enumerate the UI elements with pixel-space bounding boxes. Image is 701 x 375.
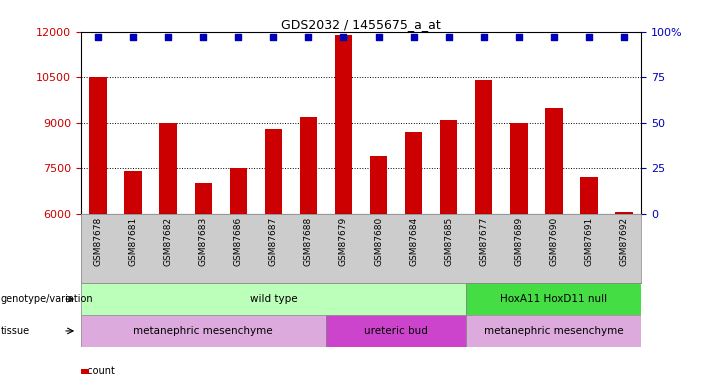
Bar bbox=[370, 156, 387, 214]
Text: GSM87682: GSM87682 bbox=[164, 217, 172, 266]
Point bbox=[163, 34, 174, 40]
Text: GSM87678: GSM87678 bbox=[94, 217, 102, 267]
Point bbox=[618, 34, 629, 40]
Text: GSM87680: GSM87680 bbox=[374, 217, 383, 267]
Bar bbox=[326, 315, 466, 347]
Bar bbox=[335, 35, 353, 214]
Bar bbox=[81, 369, 89, 374]
Text: GSM87685: GSM87685 bbox=[444, 217, 453, 267]
Point bbox=[583, 34, 594, 40]
Text: count: count bbox=[81, 366, 114, 375]
Bar bbox=[125, 171, 142, 214]
Bar bbox=[615, 212, 633, 214]
Text: GSM87690: GSM87690 bbox=[550, 217, 558, 267]
Point bbox=[303, 34, 314, 40]
Text: GSM87686: GSM87686 bbox=[234, 217, 243, 267]
Text: HoxA11 HoxD11 null: HoxA11 HoxD11 null bbox=[501, 294, 607, 304]
Text: GSM87689: GSM87689 bbox=[515, 217, 523, 267]
Text: GSM87681: GSM87681 bbox=[129, 217, 137, 267]
Bar bbox=[405, 132, 423, 214]
Bar bbox=[475, 80, 492, 214]
Bar bbox=[545, 108, 562, 214]
Bar bbox=[195, 183, 212, 214]
Bar bbox=[300, 117, 317, 214]
Text: GSM87683: GSM87683 bbox=[199, 217, 207, 267]
Bar bbox=[90, 77, 107, 214]
Point bbox=[408, 34, 419, 40]
Text: tissue: tissue bbox=[1, 326, 30, 336]
Point bbox=[233, 34, 244, 40]
Bar bbox=[580, 177, 598, 214]
Text: GSM87687: GSM87687 bbox=[269, 217, 278, 267]
Text: GSM87688: GSM87688 bbox=[304, 217, 313, 267]
Point bbox=[373, 34, 384, 40]
Text: metanephric mesenchyme: metanephric mesenchyme bbox=[484, 326, 624, 336]
Text: GSM87684: GSM87684 bbox=[409, 217, 418, 266]
Point bbox=[198, 34, 209, 40]
Point bbox=[338, 34, 349, 40]
Bar bbox=[160, 123, 177, 214]
Point bbox=[548, 34, 559, 40]
Bar bbox=[265, 129, 283, 214]
Bar bbox=[440, 120, 458, 214]
Text: genotype/variation: genotype/variation bbox=[1, 294, 93, 304]
Text: ureteric bud: ureteric bud bbox=[364, 326, 428, 336]
Point bbox=[513, 34, 524, 40]
Text: GSM87679: GSM87679 bbox=[339, 217, 348, 267]
Point bbox=[93, 34, 104, 40]
Point bbox=[128, 34, 139, 40]
Point bbox=[443, 34, 454, 40]
Text: GSM87692: GSM87692 bbox=[620, 217, 628, 266]
Text: GSM87691: GSM87691 bbox=[585, 217, 593, 267]
Title: GDS2032 / 1455675_a_at: GDS2032 / 1455675_a_at bbox=[281, 18, 441, 31]
Bar bbox=[466, 283, 641, 315]
Bar bbox=[510, 123, 528, 214]
Bar bbox=[466, 315, 641, 347]
Text: metanephric mesenchyme: metanephric mesenchyme bbox=[133, 326, 273, 336]
Bar bbox=[81, 315, 326, 347]
Point bbox=[478, 34, 489, 40]
Point bbox=[268, 34, 279, 40]
Bar bbox=[81, 283, 466, 315]
Text: wild type: wild type bbox=[250, 294, 297, 304]
Text: GSM87677: GSM87677 bbox=[479, 217, 488, 267]
Bar bbox=[230, 168, 247, 214]
